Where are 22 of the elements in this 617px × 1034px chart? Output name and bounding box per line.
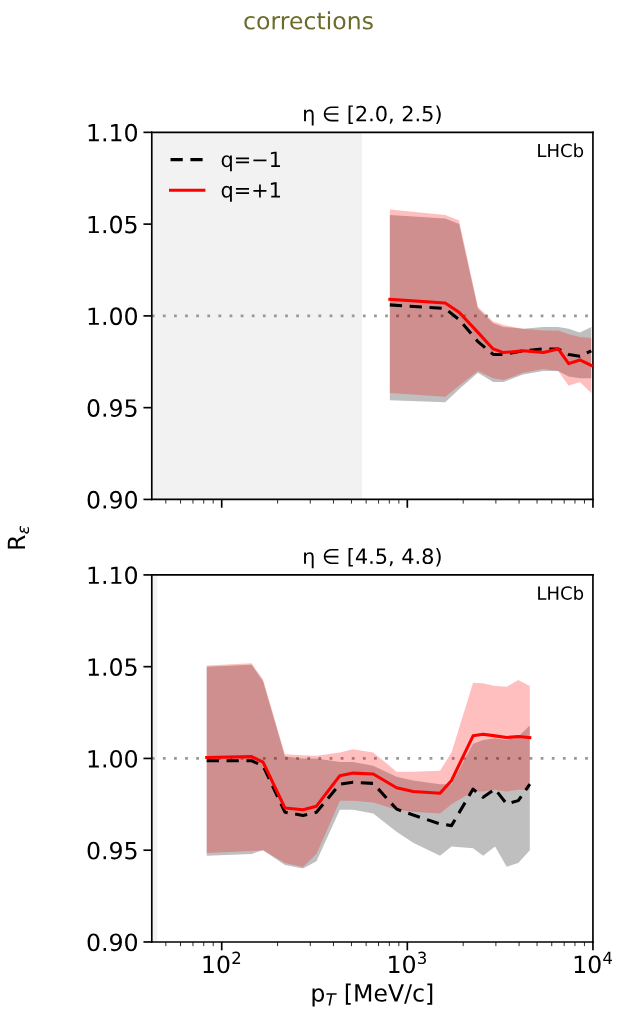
x-axis-title: p$_{T}$ [MeV/c] (312, 983, 433, 1007)
y-tick-label: 1.05 (88, 215, 137, 234)
y-tick-label: 0.95 (87, 841, 137, 860)
annotation: LHCb (538, 585, 584, 600)
y-tick-label: 0.95 (87, 399, 137, 417)
text: corrections (244, 11, 373, 30)
x-tick-label: 10$^{3}$ (389, 951, 427, 974)
annotation: LHCb (538, 143, 584, 158)
x-tick-label: 10$^{2}$ (203, 951, 241, 974)
y-axis-title: R$_{ε}$ (7, 525, 30, 549)
y-tick-label: 1.10 (88, 566, 138, 585)
legend-label: q=−1 (221, 151, 280, 172)
legend-label: q=+1 (221, 182, 280, 202)
x-tick-label: 10$^{4}$ (574, 951, 613, 974)
y-tick-label: 0.90 (87, 933, 138, 952)
y-tick-label: 1.10 (88, 123, 138, 142)
chart-title: η ∈ [4.5, 4.8) (304, 547, 441, 569)
chart-title: η ∈ [2.0, 2.5) (304, 105, 441, 126)
y-tick-label: 0.90 (87, 490, 138, 509)
y-tick-label: 1.05 (88, 658, 137, 676)
y-tick-label: 1.00 (88, 307, 138, 326)
y-tick-label: 1.00 (88, 749, 138, 768)
